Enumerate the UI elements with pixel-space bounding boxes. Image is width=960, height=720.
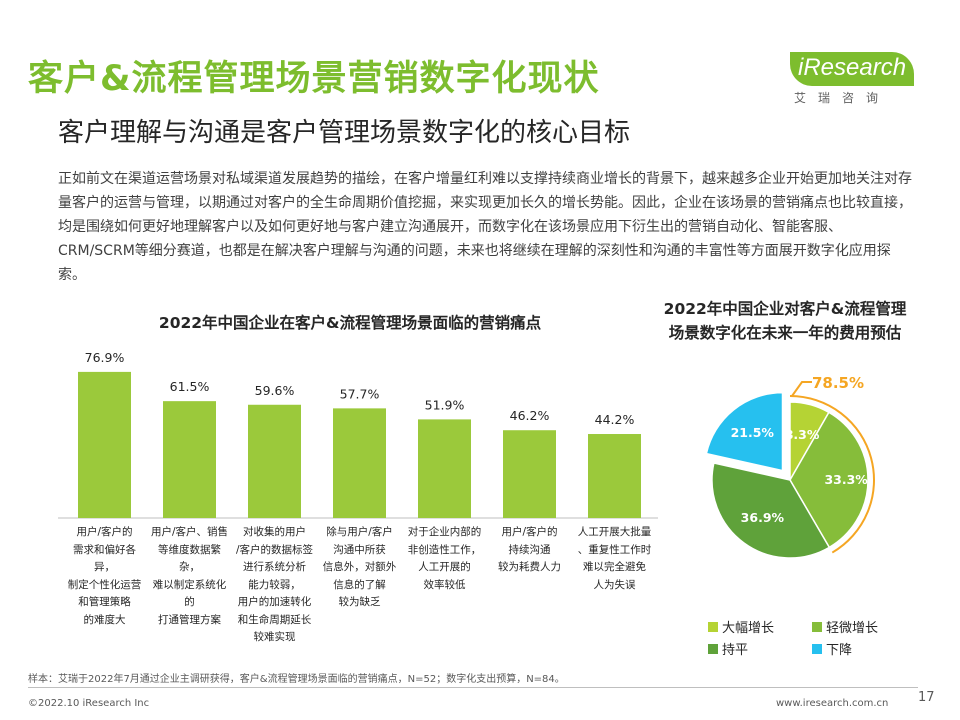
legend-swatch <box>812 644 822 654</box>
bar-category-label: 用户/客户的需求和偏好各异，制定个性化运营和管理策略的难度大 <box>64 524 146 629</box>
bar-category-label: 人工开展大批量、重复性工作时难以完全避免人为失误 <box>574 524 656 594</box>
iresearch-logo: iResearch 艾瑞咨询 <box>790 52 920 112</box>
bar-category-label: 除与用户/客户沟通中所获信息外，对额外信息的了解较为缺乏 <box>319 524 401 612</box>
page-title: 客户&流程管理场景营销数字化现状 <box>28 50 600 101</box>
legend-label: 持平 <box>722 639 748 658</box>
pie-chart-title-line-1: 2022年中国企业对客户&流程管理 <box>630 297 940 321</box>
bar-category-label-line: 制定个性化运营 <box>64 577 146 595</box>
intro-paragraph: 正如前文在渠道运营场景对私域渠道发展趋势的描绘，在客户增量红利难以支撑持续商业增… <box>58 167 914 287</box>
bar-value-label: 57.7% <box>340 386 380 401</box>
bar-category-label-line: 难以完全避免 <box>574 559 656 577</box>
bar-category-label-line: 对收集的用户 <box>234 524 316 542</box>
bar-category-label-line: 打通管理方案 <box>149 612 231 630</box>
bar <box>163 401 216 518</box>
bar-category-label-line: 沟通中所获 <box>319 542 401 560</box>
bar <box>248 405 301 518</box>
bar-category-label-line: 等维度数据繁杂， <box>149 542 231 577</box>
highlight-leader <box>792 382 812 396</box>
pie-chart: 8.3% 33.3% 36.9% 21.5% 78.5% <box>680 340 930 610</box>
pie-slice-label: 33.3% <box>824 472 868 487</box>
legend-item-flat: 持平 <box>708 639 748 658</box>
bar-category-label-line: 人工开展的 <box>404 559 486 577</box>
bar-category-label-line: 除与用户/客户 <box>319 524 401 542</box>
bar-category-label-line: 需求和偏好各异， <box>64 542 146 577</box>
bar-category-label-line: 持续沟通 <box>489 542 571 560</box>
bar <box>333 408 386 518</box>
legend-item-slight-growth: 轻微增长 <box>812 617 878 636</box>
bar-value-label: 46.2% <box>510 408 550 423</box>
bar-category-label-line: 难以制定系统化的 <box>149 577 231 612</box>
page-subtitle: 客户理解与沟通是客户管理场景数字化的核心目标 <box>58 112 630 149</box>
bar <box>418 419 471 518</box>
bar-category-label-line: 能力较弱， <box>234 577 316 595</box>
bar-category-label-line: 信息的了解 <box>319 577 401 595</box>
bar-category-label-line: 人为失误 <box>574 577 656 595</box>
legend-label: 轻微增长 <box>826 617 878 636</box>
bar-category-label-line: 较为耗费人力 <box>489 559 571 577</box>
bar <box>78 372 131 518</box>
bar-category-label-line: 用户/客户的 <box>64 524 146 542</box>
legend-item-decline: 下降 <box>812 639 852 658</box>
pie-slice-label: 8.3% <box>785 427 820 442</box>
bar-category-label: 对收集的用户/客户的数据标签进行系统分析能力较弱，用户的加速转化和生命周期延长较… <box>234 524 316 647</box>
bar-chart: 76.9% 61.5% 59.6% 57.7% 51.9% 46.2% 44.2% <box>58 340 658 520</box>
bar <box>588 434 641 518</box>
logo-text: iResearch <box>798 54 906 82</box>
bar-chart-title: 2022年中国企业在客户&流程管理场景面临的营销痛点 <box>60 311 640 333</box>
copyright: ©2022.10 iResearch Inc <box>28 698 149 709</box>
bar-category-label-line: 和管理策略 <box>64 594 146 612</box>
bar-category-label-line: 较难实现 <box>234 629 316 647</box>
sample-note: 样本：艾瑞于2022年7月通过企业主调研获得，客户&流程管理场景面临的营销痛点，… <box>28 670 565 685</box>
pie-slice-label: 36.9% <box>741 510 785 525</box>
website-url: www.iresearch.com.cn <box>776 698 888 709</box>
bar-category-label-line: 进行系统分析 <box>234 559 316 577</box>
legend-swatch <box>708 644 718 654</box>
legend-swatch <box>708 622 718 632</box>
bar-category-label: 用户/客户的持续沟通较为耗费人力 <box>489 524 571 577</box>
highlight-label: 78.5% <box>812 374 864 392</box>
bar-category-label-line: 较为缺乏 <box>319 594 401 612</box>
bar-value-label: 61.5% <box>170 379 210 394</box>
bar-category-label: 用户/客户、销售等维度数据繁杂，难以制定系统化的打通管理方案 <box>149 524 231 629</box>
bar-category-label-line: 信息外，对额外 <box>319 559 401 577</box>
bar-category-label-line: 非创造性工作， <box>404 542 486 560</box>
bar <box>503 430 556 518</box>
bar-category-label-line: 对于企业内部的 <box>404 524 486 542</box>
footer-divider <box>28 687 918 688</box>
legend-label: 下降 <box>826 639 852 658</box>
page-number: 17 <box>918 690 935 705</box>
bar-value-label: 51.9% <box>425 397 465 412</box>
bar-value-label: 59.6% <box>255 383 295 398</box>
bar-category-label-line: 效率较低 <box>404 577 486 595</box>
legend-swatch <box>812 622 822 632</box>
bar-category-label-line: 的难度大 <box>64 612 146 630</box>
logo-subtext: 艾瑞咨询 <box>794 89 918 106</box>
bar-category-label: 对于企业内部的非创造性工作，人工开展的效率较低 <box>404 524 486 594</box>
legend-label: 大幅增长 <box>722 617 774 636</box>
bar-category-label-line: /客户的数据标签 <box>234 542 316 560</box>
bar-category-label-line: 和生命周期延长 <box>234 612 316 630</box>
pie-chart-title: 2022年中国企业对客户&流程管理 场景数字化在未来一年的费用预估 <box>630 297 940 345</box>
bar-value-label: 44.2% <box>595 412 635 427</box>
bar-category-label-line: 用户的加速转化 <box>234 594 316 612</box>
bar-value-label: 76.9% <box>85 350 125 365</box>
bar-category-label-line: 用户/客户的 <box>489 524 571 542</box>
pie-slice-label: 21.5% <box>731 425 775 440</box>
bar-category-label-line: 、重复性工作时 <box>574 542 656 560</box>
bar-category-label-line: 用户/客户、销售 <box>149 524 231 542</box>
bar-category-label-line: 人工开展大批量 <box>574 524 656 542</box>
legend-item-large-growth: 大幅增长 <box>708 617 774 636</box>
